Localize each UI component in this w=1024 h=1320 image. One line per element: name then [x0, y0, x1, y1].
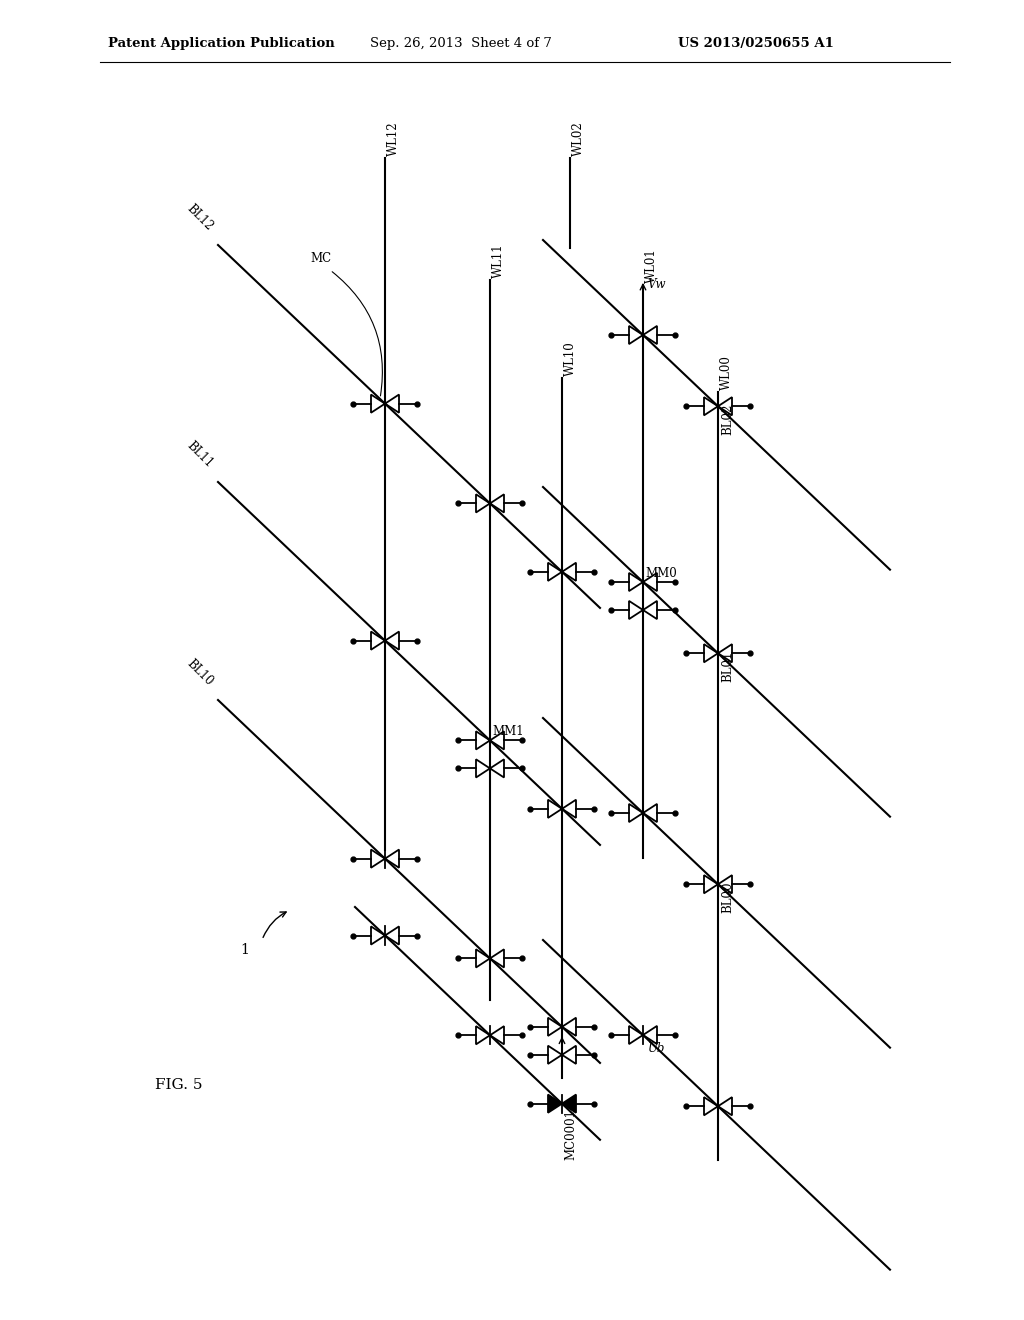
- Text: US 2013/0250655 A1: US 2013/0250655 A1: [678, 37, 834, 50]
- Text: BL02: BL02: [721, 403, 734, 434]
- Text: Patent Application Publication: Patent Application Publication: [108, 37, 335, 50]
- Text: WL12: WL12: [387, 121, 400, 156]
- Text: WL01: WL01: [645, 248, 658, 282]
- Text: WL11: WL11: [492, 243, 505, 279]
- Text: BL12: BL12: [184, 202, 216, 234]
- Text: BL00: BL00: [721, 882, 734, 912]
- Text: WL10: WL10: [564, 342, 577, 376]
- Text: MC: MC: [310, 252, 331, 265]
- Text: Vw: Vw: [647, 279, 666, 292]
- Text: MM1: MM1: [492, 726, 523, 738]
- Text: BL11: BL11: [184, 438, 216, 470]
- Text: WL00: WL00: [720, 355, 733, 389]
- Text: Ub: Ub: [648, 1041, 666, 1055]
- Polygon shape: [548, 1094, 562, 1113]
- Text: Sep. 26, 2013  Sheet 4 of 7: Sep. 26, 2013 Sheet 4 of 7: [370, 37, 552, 50]
- Text: MM0: MM0: [645, 568, 677, 579]
- Polygon shape: [562, 1094, 575, 1113]
- Text: WL02: WL02: [572, 121, 585, 156]
- Text: BL10: BL10: [184, 656, 216, 688]
- Text: MC0001: MC0001: [564, 1109, 577, 1160]
- Text: FIG. 5: FIG. 5: [155, 1078, 203, 1092]
- Text: BL01: BL01: [721, 651, 734, 681]
- Text: 1: 1: [241, 942, 250, 957]
